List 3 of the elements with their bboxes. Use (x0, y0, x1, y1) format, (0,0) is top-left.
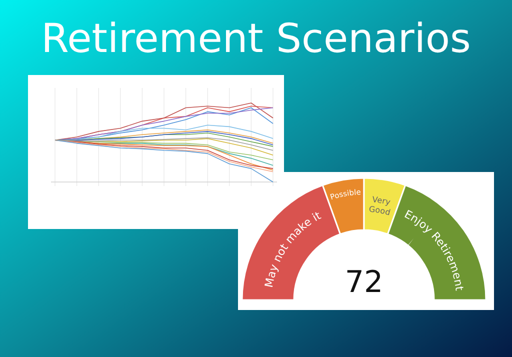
slice-label: Very Good (368, 195, 392, 218)
text: 72 (344, 265, 384, 300)
chart-title: Retirement Scenarios (41, 16, 471, 62)
